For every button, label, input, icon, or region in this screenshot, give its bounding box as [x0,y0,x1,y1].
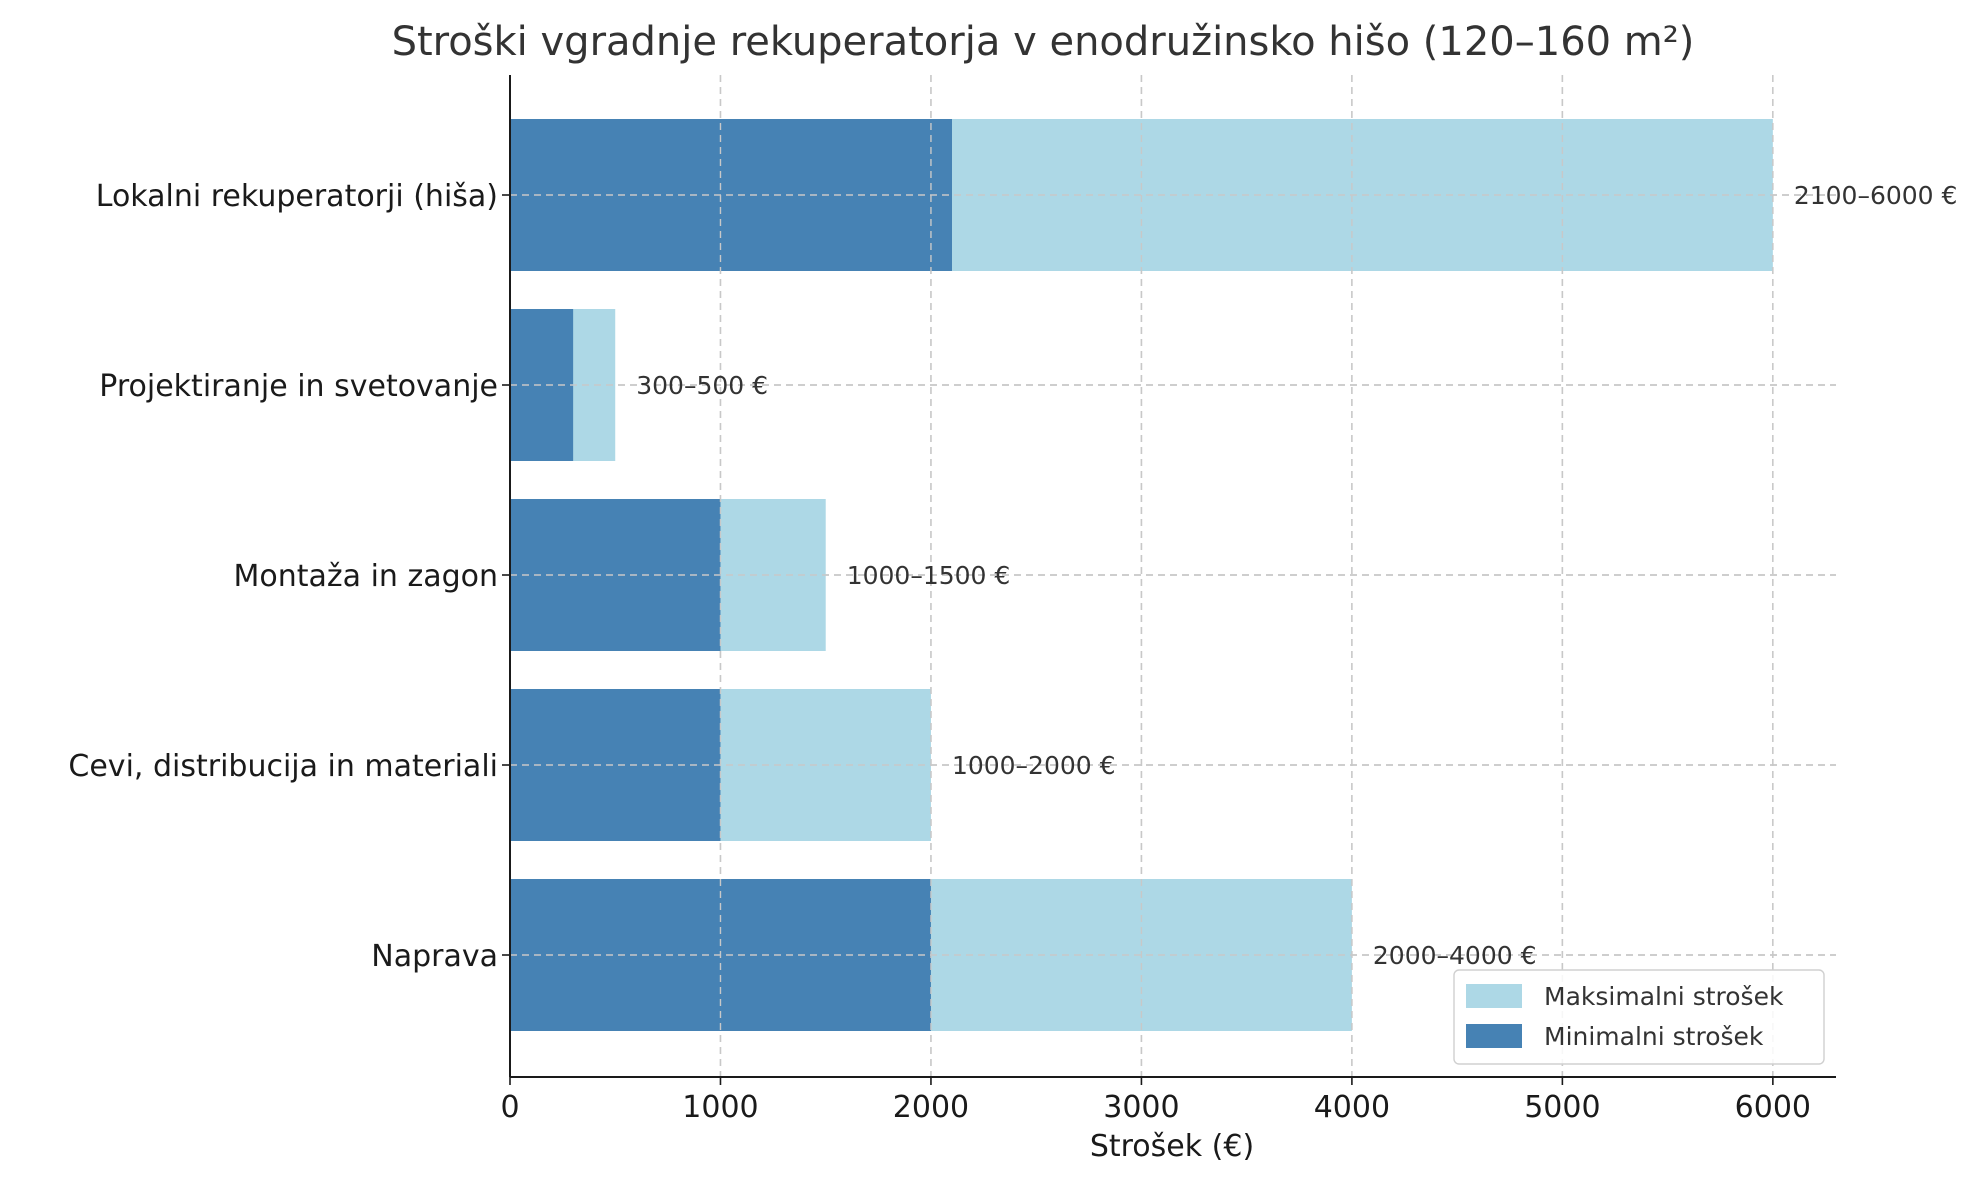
bar-value-label: 300–500 € [636,371,768,400]
x-tick-label: 6000 [1735,1090,1811,1125]
bar-min-cost [510,499,721,651]
bar-value-label: 2100–6000 € [1794,181,1958,210]
legend-label: Maksimalni strošek [1544,982,1784,1011]
bar-value-label: 1000–1500 € [847,561,1011,590]
category-label: Lokalni rekuperatorji (hiša) [96,179,498,214]
x-tick-label: 2000 [893,1090,969,1125]
bars-layer [510,119,1773,1031]
x-tick-label: 0 [500,1090,519,1125]
x-axis-title: Strošek (€) [1090,1129,1254,1164]
bar-value-label: 1000–2000 € [952,751,1116,780]
x-tick-label: 5000 [1524,1090,1600,1125]
legend: Maksimalni strošek Minimalni strošek [1453,969,1825,1065]
legend-label: Minimalni strošek [1544,1022,1764,1051]
legend-swatch [1466,984,1522,1008]
labels-layer: 2000–4000 € 1000–2000 € 1000–1500 € 300–500… [509,75,1958,1077]
axes-layer: 0 1000 2000 3000 4000 5000 6000 Naprava Cevi, di… [68,75,1836,1125]
x-tick-label: 4000 [1314,1090,1390,1125]
category-label: Naprava [371,939,498,974]
x-tick-label: 3000 [1103,1090,1179,1125]
category-label: Montaža in zagon [234,559,499,594]
x-tick-label: 1000 [682,1090,758,1125]
category-label: Projektiranje in svetovanje [99,369,498,404]
category-label: Cevi, distribucija in materiali [68,749,498,784]
legend-box [1453,969,1825,1065]
legend-swatch [1466,1024,1522,1048]
bar-min-cost [510,689,721,841]
chart-title: Stroški vgradnje rekuperatorja v enodruž… [392,19,1695,65]
bar-value-label: 2000–4000 € [1373,941,1537,970]
